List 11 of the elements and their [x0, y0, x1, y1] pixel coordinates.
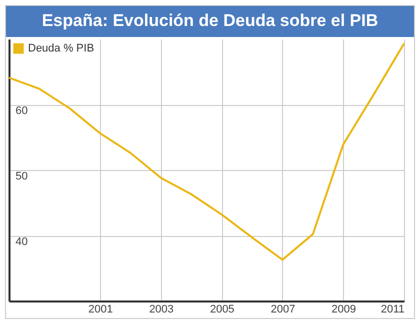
x-tick-label: 2003: [149, 304, 174, 316]
y-tick-label: 40: [16, 236, 28, 248]
x-tick-label: 2009: [331, 304, 356, 316]
legend-label: Deuda % PIB: [28, 42, 94, 54]
x-tick-label: 2011: [380, 304, 404, 316]
y-tick-label: 50: [16, 170, 28, 182]
x-tick-label: 2001: [88, 304, 113, 316]
x-tick-label: 2007: [270, 304, 296, 316]
chart-title: España: Evolución de Deuda sobre el PIB: [6, 6, 414, 37]
x-tick-label: 2005: [210, 304, 234, 316]
y-tick-label: 60: [16, 105, 28, 117]
